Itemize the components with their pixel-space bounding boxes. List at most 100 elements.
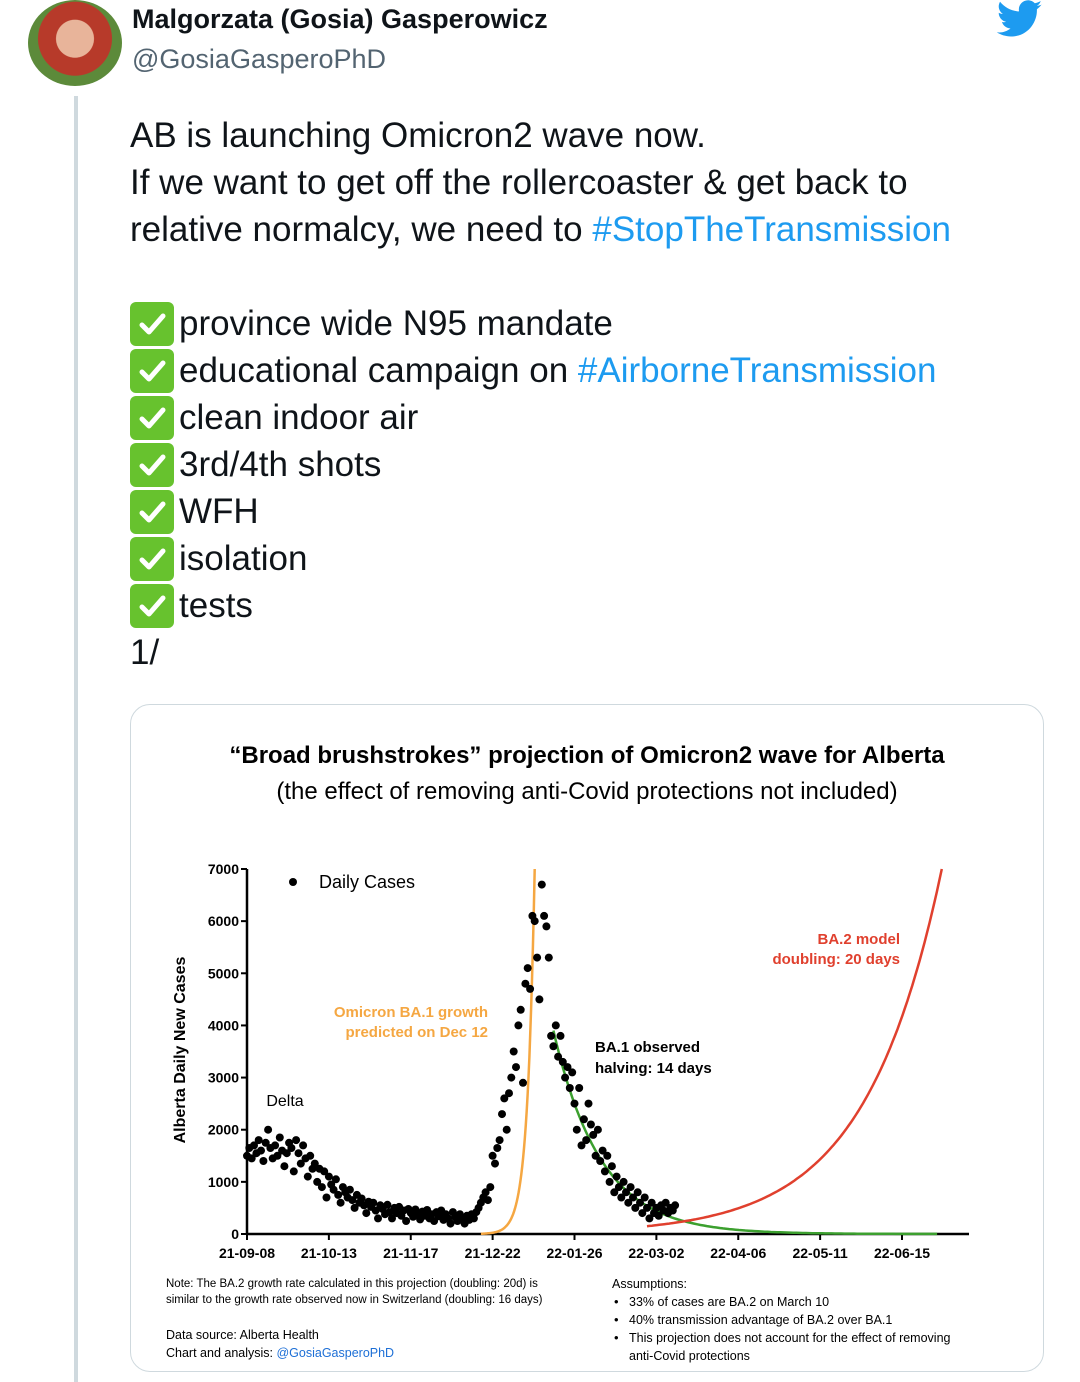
daily-case-point xyxy=(584,1099,593,1108)
daily-case-point xyxy=(322,1193,331,1202)
y-tick-label: 6000 xyxy=(208,913,239,929)
y-axis-label: Alberta Daily New Cases xyxy=(172,957,189,1144)
daily-case-point xyxy=(636,1198,644,1207)
checklist-item-text: province wide N95 mandate xyxy=(179,304,613,343)
hashtag-link-airborne-transmission[interactable]: #AirborneTransmission xyxy=(577,351,937,390)
author-name[interactable]: Malgorzata (Gosia) Gasperowicz xyxy=(132,4,548,34)
daily-case-point xyxy=(257,1146,265,1155)
daily-case-point xyxy=(554,1052,563,1061)
daily-case-point xyxy=(535,995,544,1004)
daily-case-point xyxy=(633,1188,642,1197)
daily-case-point xyxy=(526,984,535,993)
assumption-text: 40% transmission advantage of BA.2 over … xyxy=(629,1313,892,1327)
check-mark-icon xyxy=(130,489,174,534)
daily-case-point xyxy=(374,1214,382,1223)
credit-prefix: Chart and analysis: xyxy=(166,1346,276,1360)
daily-case-point xyxy=(287,1144,296,1152)
legend-label: Daily Cases xyxy=(319,872,415,892)
annotation-ba1-halving: halving: 14 days xyxy=(595,1060,712,1077)
data-source: Data source: Alberta Health xyxy=(166,1328,319,1342)
daily-case-point xyxy=(516,1005,525,1014)
daily-case-point xyxy=(289,1167,298,1176)
checklist-item: WFH xyxy=(130,488,1050,535)
daily-case-point xyxy=(626,1183,635,1192)
daily-case-point xyxy=(507,1073,516,1082)
twitter-bird-icon[interactable] xyxy=(996,0,1044,38)
y-tick-label: 3000 xyxy=(208,1070,239,1086)
daily-case-point xyxy=(638,1209,647,1218)
check-mark-icon xyxy=(130,536,174,581)
daily-case-point xyxy=(446,1219,455,1228)
daily-case-point xyxy=(402,1217,411,1225)
daily-case-point xyxy=(565,1084,574,1092)
daily-case-point xyxy=(331,1175,340,1184)
checklist-item: isolation xyxy=(130,535,1050,582)
daily-case-point xyxy=(551,1021,560,1030)
daily-case-point xyxy=(250,1141,258,1150)
thread-marker: 1/ xyxy=(130,633,160,672)
checklist-item-text: WFH xyxy=(179,492,259,531)
daily-case-point xyxy=(495,1136,504,1145)
daily-case-point xyxy=(645,1214,654,1223)
daily-case-point xyxy=(469,1214,478,1223)
hashtag-link-stop-transmission[interactable]: #StopTheTransmission xyxy=(592,210,951,249)
assumption-text: 33% of cases are BA.2 on March 10 xyxy=(629,1295,829,1309)
tweet-text: AB is launching Omicron2 wave now. If we… xyxy=(130,112,1050,676)
y-tick-label: 7000 xyxy=(208,861,239,877)
daily-case-point xyxy=(558,1057,567,1066)
daily-case-point xyxy=(280,1162,289,1171)
daily-case-point xyxy=(671,1201,680,1210)
daily-case-point xyxy=(264,1125,273,1134)
daily-case-point xyxy=(317,1183,326,1192)
daily-case-point xyxy=(572,1125,581,1134)
tweet-line: If we want to get off the rollercoaster … xyxy=(130,163,908,202)
y-tick-label: 5000 xyxy=(208,965,239,981)
author-handle[interactable]: @GosiaGasperoPhD xyxy=(132,44,387,74)
daily-case-point xyxy=(577,1141,586,1150)
daily-case-point xyxy=(294,1149,303,1158)
checklist-item: province wide N95 mandate xyxy=(130,300,1050,347)
daily-case-point xyxy=(296,1159,305,1168)
assumption-bullet: • xyxy=(614,1312,619,1327)
daily-case-point xyxy=(481,1188,490,1197)
attached-chart-image[interactable]: “Broad brushstrokes” projection of Omicr… xyxy=(130,704,1044,1372)
tweet-line: relative normalcy, we need to #StopTheTr… xyxy=(130,206,1050,253)
y-tick-label: 0 xyxy=(231,1226,239,1242)
daily-case-point xyxy=(362,1209,371,1218)
checklist: province wide N95 mandate educational cam… xyxy=(130,300,1050,629)
daily-case-point xyxy=(254,1136,263,1145)
daily-case-point xyxy=(600,1167,609,1176)
checklist-item-text: clean indoor air xyxy=(179,398,419,437)
daily-case-point xyxy=(275,1133,284,1142)
daily-case-point xyxy=(617,1193,626,1202)
assumption-bullet: • xyxy=(614,1294,619,1309)
author-avatar[interactable] xyxy=(28,0,122,86)
daily-case-point xyxy=(486,1183,495,1192)
x-tick-label: 22-01-26 xyxy=(546,1245,602,1261)
daily-case-point xyxy=(614,1183,623,1192)
daily-case-point xyxy=(273,1151,282,1160)
x-tick-label: 21-10-13 xyxy=(301,1245,357,1261)
daily-case-point xyxy=(261,1138,270,1147)
daily-case-point xyxy=(491,1159,499,1168)
x-tick-label: 22-03-02 xyxy=(628,1245,684,1261)
daily-case-point xyxy=(610,1188,619,1197)
daily-case-point xyxy=(619,1177,628,1186)
daily-case-point xyxy=(519,1078,527,1087)
daily-case-point xyxy=(303,1172,312,1181)
daily-case-point xyxy=(607,1162,616,1171)
x-tick-label: 21-11-17 xyxy=(383,1245,438,1261)
daily-case-point xyxy=(661,1198,670,1207)
annotation-ba2-model: doubling: 20 days xyxy=(772,951,900,968)
assumptions-title: Assumptions: xyxy=(612,1277,687,1291)
daily-case-point xyxy=(556,1031,565,1040)
thread-connector xyxy=(74,96,78,1382)
checklist-item-text: isolation xyxy=(179,539,308,578)
checklist-item: 3rd/4th shots xyxy=(130,441,1050,488)
daily-case-point xyxy=(488,1151,497,1160)
daily-case-point xyxy=(357,1194,366,1203)
daily-case-point xyxy=(624,1198,633,1207)
daily-case-point xyxy=(547,1031,556,1040)
daily-case-point xyxy=(523,964,532,973)
tweet-line: AB is launching Omicron2 wave now. xyxy=(130,116,706,155)
